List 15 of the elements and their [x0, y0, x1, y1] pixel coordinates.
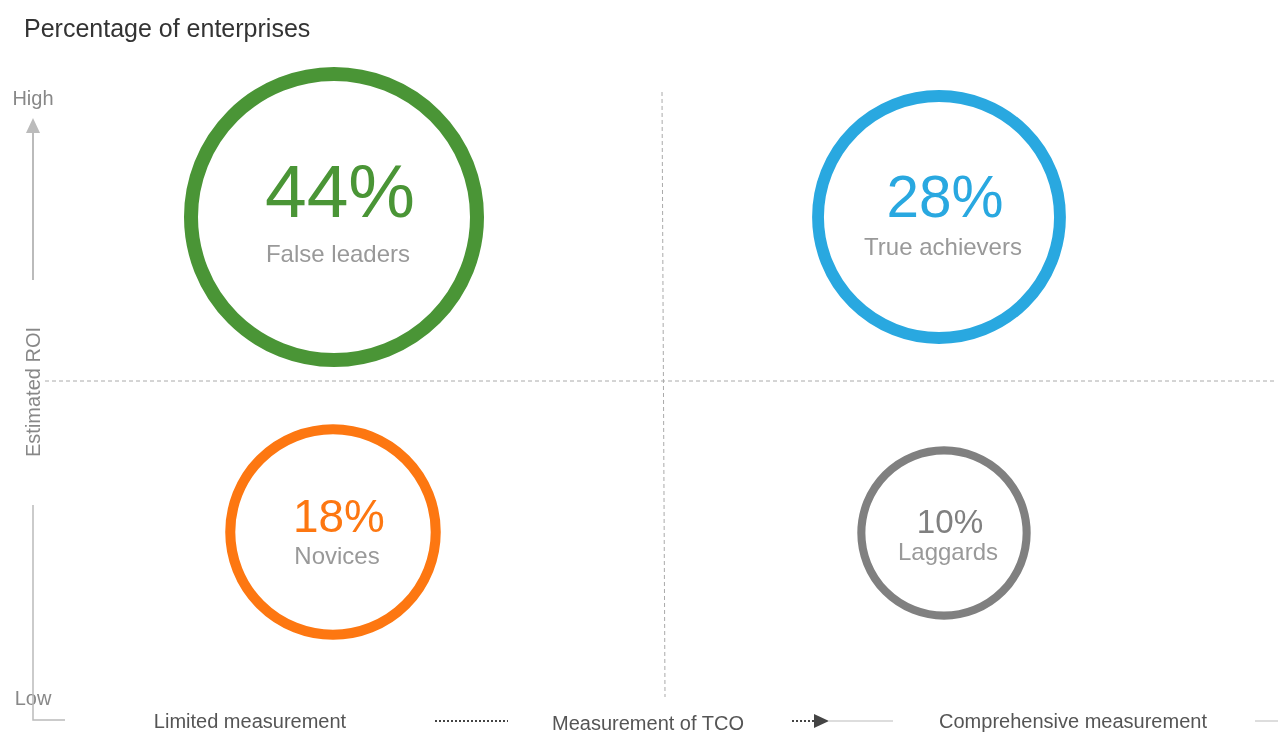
data-label: 28% [886, 164, 1004, 229]
text: Percentage of enterprises [24, 14, 311, 42]
text: Estimated ROI [22, 326, 44, 458]
category-label: Laggards [897, 538, 999, 565]
data-label: 18% [293, 490, 385, 542]
text: Measurement of TCO [552, 712, 744, 732]
category-label: True achievers [864, 233, 1022, 261]
text: High [12, 87, 54, 109]
text: Comprehensive measurement [939, 710, 1208, 732]
category-label: Novices [294, 542, 380, 570]
data-label: 44% [264, 149, 416, 233]
data-label: 10% [916, 503, 984, 540]
text: Limited measurement [153, 710, 347, 732]
category-label: False leaders [265, 240, 411, 267]
text: Low [14, 687, 52, 709]
